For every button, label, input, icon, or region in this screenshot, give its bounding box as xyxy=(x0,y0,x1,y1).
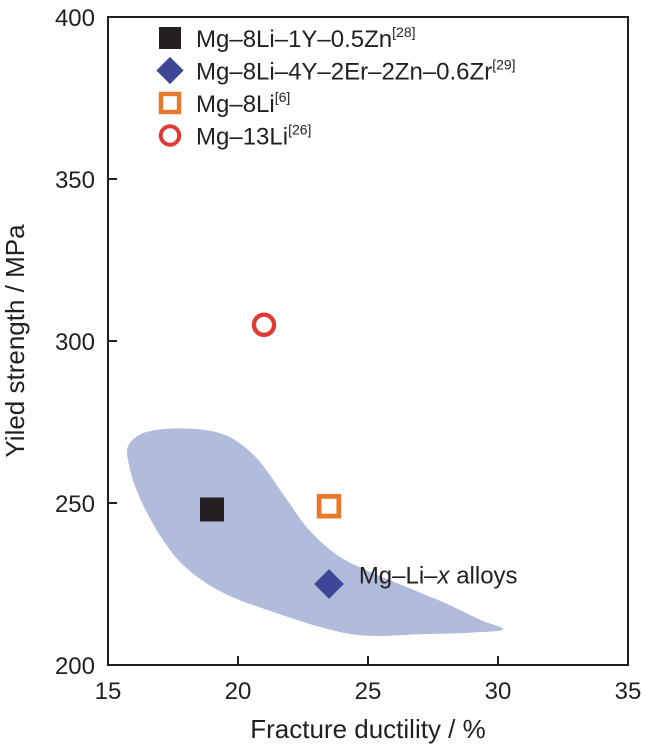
legend-marker xyxy=(158,124,182,147)
data-point xyxy=(316,493,342,519)
x-tick-label: 20 xyxy=(225,678,252,705)
data-point xyxy=(314,569,344,599)
y-tick-label: 200 xyxy=(55,653,95,680)
legend-label: Mg–8Li[6] xyxy=(196,89,290,118)
legend-reference: [6] xyxy=(275,89,291,105)
y-tick-label: 300 xyxy=(55,329,95,356)
x-tick-label: 35 xyxy=(615,678,642,705)
legend-marker xyxy=(158,91,182,115)
legend-reference: [28] xyxy=(392,24,415,40)
x-tick-label: 15 xyxy=(95,678,122,705)
region-label-prefix: Mg–Li– xyxy=(359,562,438,589)
region-label-suffix: alloys xyxy=(450,562,518,589)
x-tick-label: 30 xyxy=(485,678,512,705)
legend-reference: [29] xyxy=(492,57,515,73)
legend-label: Mg–8Li–1Y–0.5Zn[28] xyxy=(196,24,416,53)
y-axis-title: Yiled strength / MPa xyxy=(0,224,30,458)
legend-reference: [26] xyxy=(288,122,311,138)
legend-marker xyxy=(159,27,181,49)
y-tick-label: 350 xyxy=(55,167,95,194)
legend-marker xyxy=(156,56,184,85)
legend-label: Mg–13Li[26] xyxy=(196,122,311,151)
alloy-region xyxy=(127,428,504,637)
x-tick-label: 25 xyxy=(355,678,382,705)
data-point xyxy=(200,497,224,522)
y-tick-label: 250 xyxy=(55,491,95,518)
region-label: Mg–Li–x alloys xyxy=(359,562,518,589)
legend-label: Mg–8Li–4Y–2Er–2Zn–0.6Zr[29] xyxy=(196,57,516,86)
region-label-variable: x xyxy=(437,562,451,589)
data-point xyxy=(251,312,277,338)
x-axis-title: Fracture ductility / % xyxy=(250,714,486,744)
y-tick-label: 400 xyxy=(55,5,95,32)
